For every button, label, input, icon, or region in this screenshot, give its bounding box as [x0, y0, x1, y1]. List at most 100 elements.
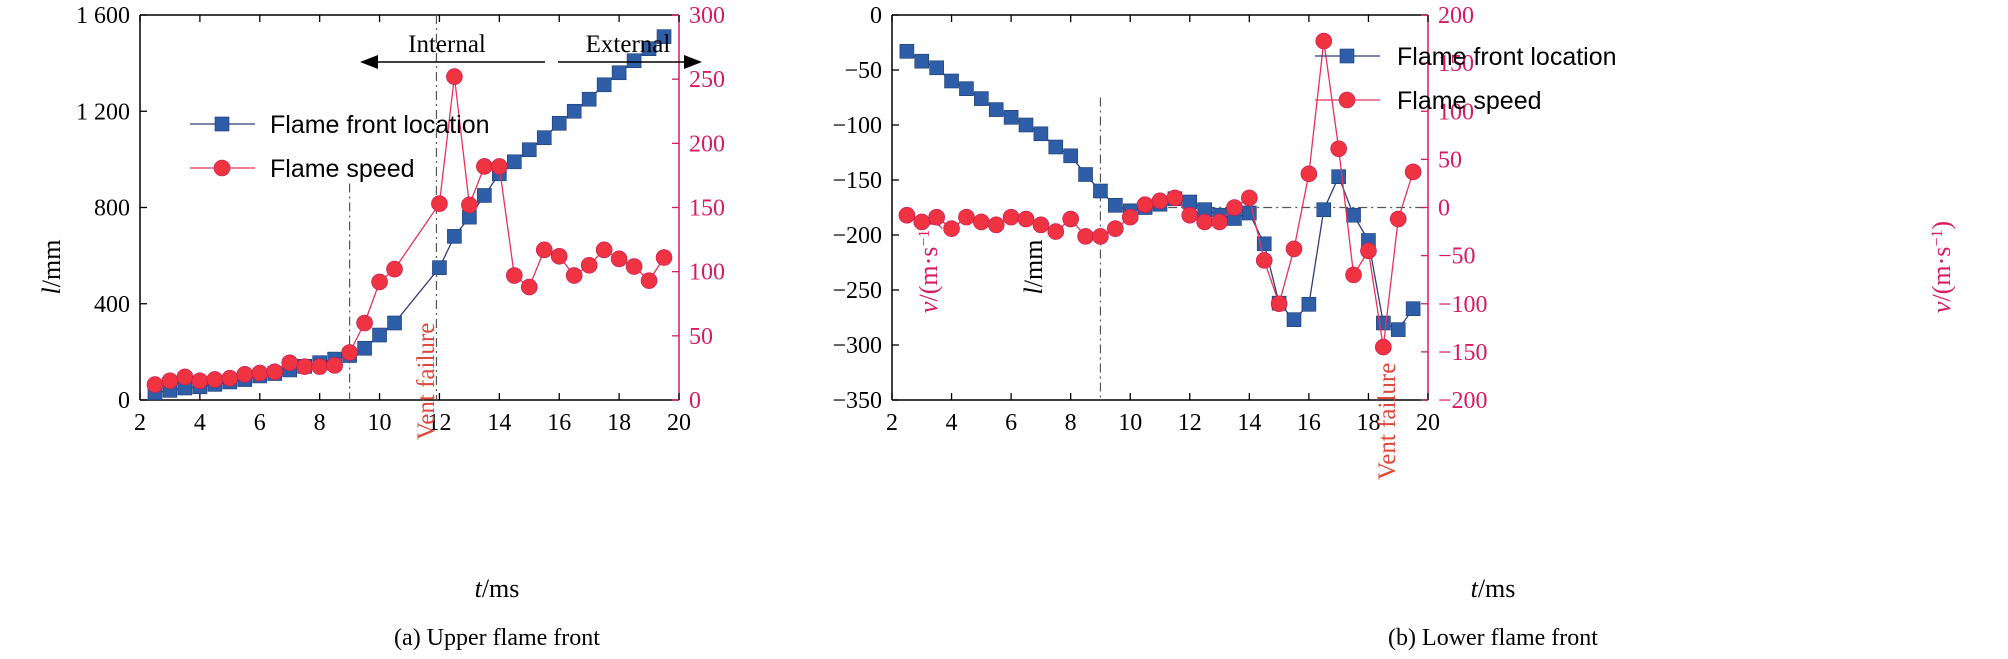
location-point: [1182, 194, 1198, 210]
speed-point: [520, 278, 538, 296]
x-tick-label: 8: [1065, 410, 1077, 436]
speed-point: [461, 196, 478, 214]
x-tick-label: 16: [547, 410, 571, 436]
location-point: [1093, 183, 1108, 199]
y-left-tick-label: −100: [832, 113, 882, 139]
speed-point: [625, 258, 643, 275]
series-flame-speed: [898, 32, 1422, 356]
location-point: [1108, 198, 1123, 213]
x-tick-label: 18: [607, 410, 631, 436]
y-right-tick-label: 0: [1438, 196, 1450, 222]
y-right-tick-label: 250: [689, 67, 725, 93]
panel-caption: (b) Lower flame front: [1388, 625, 1598, 651]
y-right-tick-label: 200: [1438, 3, 1474, 29]
external-label: External: [586, 31, 671, 58]
vent-failure-label: Vent failure: [1374, 363, 1401, 480]
speed-point: [446, 68, 463, 85]
legend-item-location: Flame front location: [1315, 43, 1617, 71]
x-tick-label: 14: [1237, 410, 1261, 436]
speed-point: [1285, 240, 1303, 258]
speed-point: [610, 250, 628, 268]
y-right-axis-ticks: 0 50 100 150 200 250 300: [672, 3, 725, 414]
speed-point: [1032, 216, 1050, 234]
y-left-axis-ticks: 0 −50 −100 −150 −200 −250 −300 −350: [832, 3, 899, 414]
speed-point: [1360, 242, 1377, 260]
speed-point: [1300, 165, 1318, 183]
speed-point: [928, 208, 945, 226]
y-left-tick-label: 0: [870, 3, 882, 29]
speed-point: [1315, 32, 1333, 50]
y-right-tick-label: 150: [1438, 51, 1474, 77]
x-tick-label: 18: [1356, 410, 1380, 436]
speed-point: [1092, 228, 1109, 245]
location-point: [521, 142, 537, 158]
speed-point: [1151, 192, 1169, 210]
x-axis-label: t/ms: [1471, 574, 1516, 603]
y-left-tick-label: 0: [118, 388, 130, 414]
location-point: [1003, 110, 1019, 125]
location-point: [1018, 117, 1034, 133]
location-point: [1301, 296, 1317, 312]
series-group: [898, 32, 1422, 356]
legend-label-speed: Flame speed: [1397, 87, 1542, 115]
x-tick-label: 2: [134, 410, 146, 436]
y-right-tick-label: −150: [1438, 340, 1488, 366]
location-point: [959, 81, 974, 96]
speed-point: [476, 158, 493, 175]
location-point: [929, 60, 944, 76]
speed-point: [221, 369, 239, 387]
location-point: [477, 188, 492, 203]
series-flame-speed: [146, 68, 673, 393]
speed-point: [206, 371, 224, 388]
speed-point: [1389, 210, 1407, 228]
speed-point: [1047, 223, 1065, 240]
speed-point: [386, 260, 403, 278]
y-right-tick-label: 50: [689, 324, 713, 350]
y-right-axis-label: v/(m·s−1): [1927, 221, 1956, 313]
location-point: [357, 340, 372, 356]
speed-point: [898, 206, 916, 224]
location-point: [914, 53, 930, 69]
x-tick-label: 16: [1297, 410, 1321, 436]
location-point: [1316, 202, 1332, 217]
y-left-tick-label: −200: [832, 223, 882, 249]
speed-point: [1211, 213, 1228, 231]
x-tick-label: 20: [667, 410, 691, 436]
panel-lower-flame-front: 2 4 6 8 10 12 14 16 18 20 0 −50 −100 −150 −200 −250 −30…: [832, 3, 1956, 651]
location-point: [432, 260, 447, 275]
y-left-axis-ticks: 0 400 800 1 200 1 600: [76, 3, 147, 414]
y-left-tick-label: −350: [832, 388, 882, 414]
speed-point: [1017, 210, 1035, 228]
speed-point: [1196, 213, 1213, 231]
series-flame-front-location: [147, 29, 672, 401]
location-point: [1346, 207, 1361, 223]
panel-caption: (a) Upper flame front: [394, 625, 600, 651]
speed-point: [1226, 199, 1243, 216]
y-left-tick-label: 400: [94, 292, 130, 318]
y-right-tick-label: 0: [689, 388, 701, 414]
speed-point: [431, 195, 448, 212]
speed-point: [266, 363, 284, 381]
x-tick-label: 2: [886, 410, 898, 436]
location-point: [974, 91, 989, 106]
x-tick-label: 12: [1178, 410, 1202, 436]
x-axis-label: t/ms: [475, 574, 520, 603]
y-right-tick-label: 300: [689, 3, 725, 29]
speed-point: [1345, 266, 1362, 284]
legend: Flame front location Flame speed: [1315, 43, 1617, 115]
location-point: [626, 53, 642, 69]
location-point: [1078, 167, 1093, 182]
y-right-tick-label: −200: [1438, 388, 1488, 414]
speed-point: [987, 216, 1005, 234]
speed-point: [281, 354, 299, 372]
speed-point: [943, 220, 960, 237]
x-tick-label: 4: [946, 410, 958, 436]
location-point: [1390, 322, 1406, 337]
speed-point: [491, 158, 508, 175]
location-point: [1286, 312, 1302, 328]
speed-point: [1330, 140, 1347, 158]
speed-point: [958, 208, 975, 226]
y-left-tick-label: −300: [832, 333, 882, 359]
location-point: [988, 102, 1004, 117]
